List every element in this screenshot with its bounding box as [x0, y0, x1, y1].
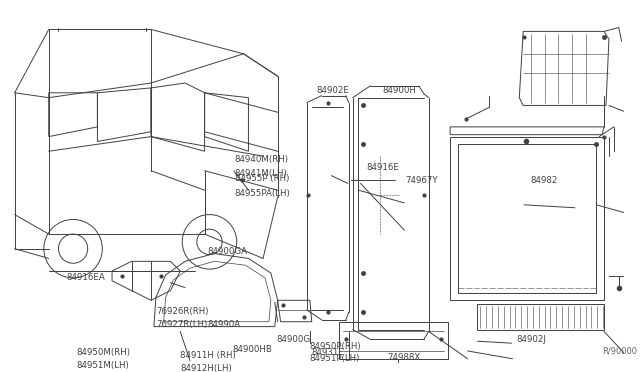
- Text: 84900G: 84900G: [276, 335, 311, 344]
- Text: 84941M(LH): 84941M(LH): [235, 169, 287, 178]
- Text: 84902E: 84902E: [317, 86, 349, 95]
- Text: 76927R(LH): 76927R(LH): [156, 320, 207, 329]
- Text: 84916E: 84916E: [366, 163, 399, 172]
- Text: 84911H (RH): 84911H (RH): [180, 351, 236, 360]
- Text: 84940M(RH): 84940M(RH): [235, 154, 289, 164]
- Text: 84916EA: 84916EA: [67, 273, 105, 282]
- Text: 84950M(RH): 84950M(RH): [76, 349, 130, 357]
- Text: 74988X: 74988X: [388, 353, 421, 362]
- Text: 84902J: 84902J: [516, 335, 547, 344]
- Text: 84900GA: 84900GA: [207, 247, 248, 256]
- Text: 84951P(LH): 84951P(LH): [310, 354, 360, 363]
- Text: R/90000: R/90000: [602, 346, 637, 356]
- Text: 84990A: 84990A: [207, 320, 241, 329]
- Text: 84900H: 84900H: [382, 86, 416, 95]
- Text: 84931E: 84931E: [312, 349, 345, 357]
- Text: 84900HB: 84900HB: [232, 344, 272, 353]
- Text: 84951M(LH): 84951M(LH): [76, 361, 129, 370]
- Text: 84955P (RH): 84955P (RH): [235, 174, 289, 183]
- Text: 84982: 84982: [530, 176, 557, 185]
- Text: 84955PA(LH): 84955PA(LH): [235, 189, 291, 198]
- Text: 84912H(LH): 84912H(LH): [180, 364, 232, 372]
- Text: 74967Y: 74967Y: [405, 176, 438, 185]
- Text: 76926R(RH): 76926R(RH): [156, 308, 209, 317]
- Text: 84950P(RH): 84950P(RH): [310, 341, 362, 350]
